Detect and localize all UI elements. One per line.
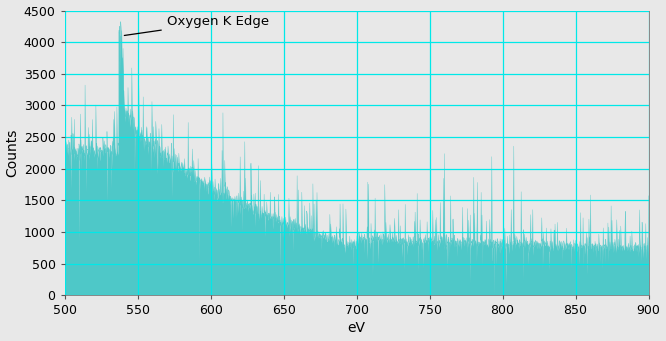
X-axis label: eV: eV <box>348 322 366 336</box>
Text: Oxygen K Edge: Oxygen K Edge <box>125 15 269 35</box>
Y-axis label: Counts: Counts <box>5 129 19 177</box>
